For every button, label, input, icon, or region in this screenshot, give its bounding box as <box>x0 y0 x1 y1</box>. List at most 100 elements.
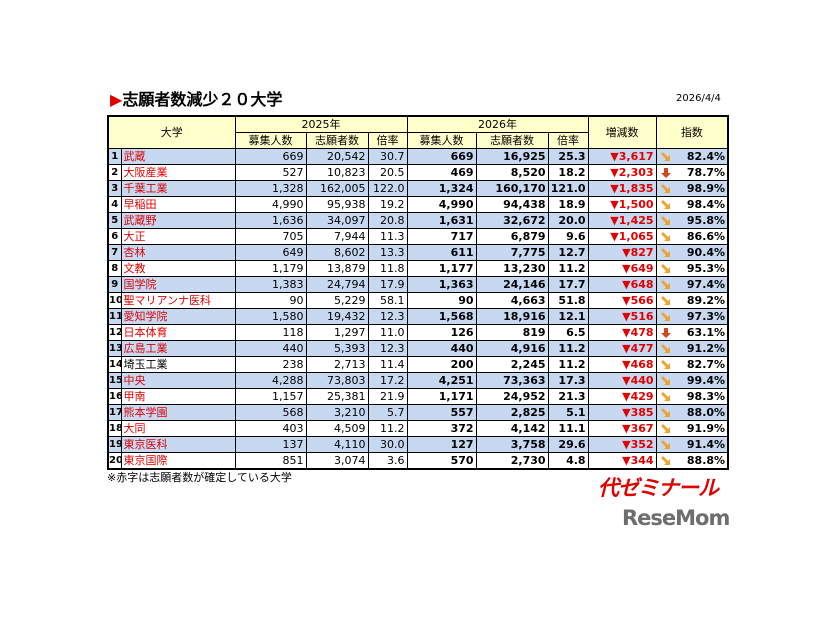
trend-icon <box>660 312 670 321</box>
trend-icon <box>660 424 670 433</box>
table-cell: 17.7 <box>547 276 589 293</box>
table-cell: 97.4% <box>655 276 729 293</box>
table-cell: 4,142 <box>475 420 549 437</box>
table-cell: 73,803 <box>305 372 369 389</box>
table-cell: 甲南 <box>120 388 236 405</box>
column-subheader: 募集人数 <box>406 132 477 149</box>
table-cell: 11.4 <box>367 356 408 373</box>
table-cell: 90 <box>406 292 477 309</box>
table-cell: 1,324 <box>406 180 477 197</box>
table-cell: 73,363 <box>475 372 549 389</box>
table-cell: 649 <box>234 244 307 261</box>
column-subheader: 志願者数 <box>475 132 549 149</box>
trend-arrow <box>660 408 670 417</box>
trend-arrow <box>660 376 670 385</box>
trend-icon <box>660 200 670 209</box>
table-row: 8 文教 1,179 13,879 11.8 1,177 13,230 11.2 ▼649 95.… <box>107 260 729 277</box>
table-cell: 日本体育 <box>120 324 236 341</box>
table-cell: 20.8 <box>367 212 408 229</box>
table-cell: 大阪産業 <box>120 164 236 181</box>
table-cell: 武蔵 <box>120 148 236 165</box>
table-cell: ▼468 <box>587 356 657 373</box>
table-cell: 17.3 <box>547 372 589 389</box>
table-cell: 200 <box>406 356 477 373</box>
table-cell: 4,288 <box>234 372 307 389</box>
table-cell: 11.2 <box>547 356 589 373</box>
table-cell: 16 <box>107 388 122 405</box>
table-cell: 717 <box>406 228 477 245</box>
table-cell: 1 <box>107 148 122 165</box>
table-cell: ▼367 <box>587 420 657 437</box>
table-cell: 3.6 <box>367 452 408 470</box>
table-cell: 851 <box>234 452 307 470</box>
trend-arrow <box>660 344 670 353</box>
column-header: 大学 <box>107 115 236 149</box>
table-cell: 5.7 <box>367 404 408 421</box>
table-cell: 2,825 <box>475 404 549 421</box>
table-cell: 91.4% <box>655 436 729 453</box>
trend-icon <box>660 408 670 417</box>
table-cell: 1,177 <box>406 260 477 277</box>
trend-icon <box>660 296 670 305</box>
table-cell: ▼1,425 <box>587 212 657 229</box>
table-cell: 20,542 <box>305 148 369 165</box>
table-cell: 12 <box>107 324 122 341</box>
table-cell: 11.0 <box>367 324 408 341</box>
table-cell: 88.8% <box>655 452 729 470</box>
table-cell: 13 <box>107 340 122 357</box>
column-subheader: 志願者数 <box>305 132 369 149</box>
table-body: 1 武蔵 669 20,542 30.7 669 16,925 25.3 ▼3,617 82.4%… <box>107 148 729 470</box>
table-cell: 469 <box>406 164 477 181</box>
table-row: 10聖マリアンナ医科905,22958.1904,66351.8▼56689.2… <box>107 292 729 309</box>
table-cell: 95,938 <box>305 196 369 213</box>
table-cell: 1,179 <box>234 260 307 277</box>
table-cell: 95.8% <box>655 212 729 229</box>
table-cell: 238 <box>234 356 307 373</box>
table-cell: 東京医科 <box>120 436 236 453</box>
table-cell: 557 <box>406 404 477 421</box>
table-cell: 愛知学院 <box>120 308 236 325</box>
table-cell: 2 <box>107 164 122 181</box>
table-cell: 90.4% <box>655 244 729 261</box>
logo-yozemi: 代ゼミナール <box>598 476 719 500</box>
table-row: 5 武蔵野 1,636 34,097 20.8 1,631 32,672 20.0 ▼1,425… <box>107 212 729 229</box>
column-header: 増減数 <box>587 115 657 149</box>
table-cell: 21.3 <box>547 388 589 405</box>
table-cell: 91.9% <box>655 420 729 437</box>
table-cell: 4,509 <box>305 420 369 437</box>
table-cell: 11.2 <box>547 340 589 357</box>
trend-icon <box>660 168 671 178</box>
table-cell: 669 <box>234 148 307 165</box>
table-cell: 19 <box>107 436 122 453</box>
table-cell: 29.6 <box>547 436 589 453</box>
table-cell: ▼385 <box>587 404 657 421</box>
table-cell: 86.6% <box>655 228 729 245</box>
table-cell: 20 <box>107 452 122 470</box>
table-cell: 1,328 <box>234 180 307 197</box>
table-cell: 88.0% <box>655 404 729 421</box>
trend-icon <box>660 152 670 161</box>
table-cell: 95.3% <box>655 260 729 277</box>
table-cell: 早稲田 <box>120 196 236 213</box>
title-marker: ▶ <box>110 90 123 109</box>
trend-arrow <box>660 424 670 433</box>
trend-arrow <box>660 264 670 273</box>
table-cell: 大同 <box>120 420 236 437</box>
table-cell: 6,879 <box>475 228 549 245</box>
trend-icon <box>660 248 670 257</box>
table-cell: 97.3% <box>655 308 729 325</box>
table-cell: ▼429 <box>587 388 657 405</box>
table-cell: 5,393 <box>305 340 369 357</box>
table-cell: 82.7% <box>655 356 729 373</box>
table-cell: 1,383 <box>234 276 307 293</box>
table-cell: 137 <box>234 436 307 453</box>
trend-arrow <box>660 280 670 289</box>
table-cell: 12.1 <box>547 308 589 325</box>
table-cell: 160,170 <box>475 180 549 197</box>
table-cell: ▼344 <box>587 452 657 470</box>
table-cell: 24,146 <box>475 276 549 293</box>
table-row: 1 武蔵 669 20,542 30.7 669 16,925 25.3 ▼3,617 82.4% <box>107 148 729 165</box>
